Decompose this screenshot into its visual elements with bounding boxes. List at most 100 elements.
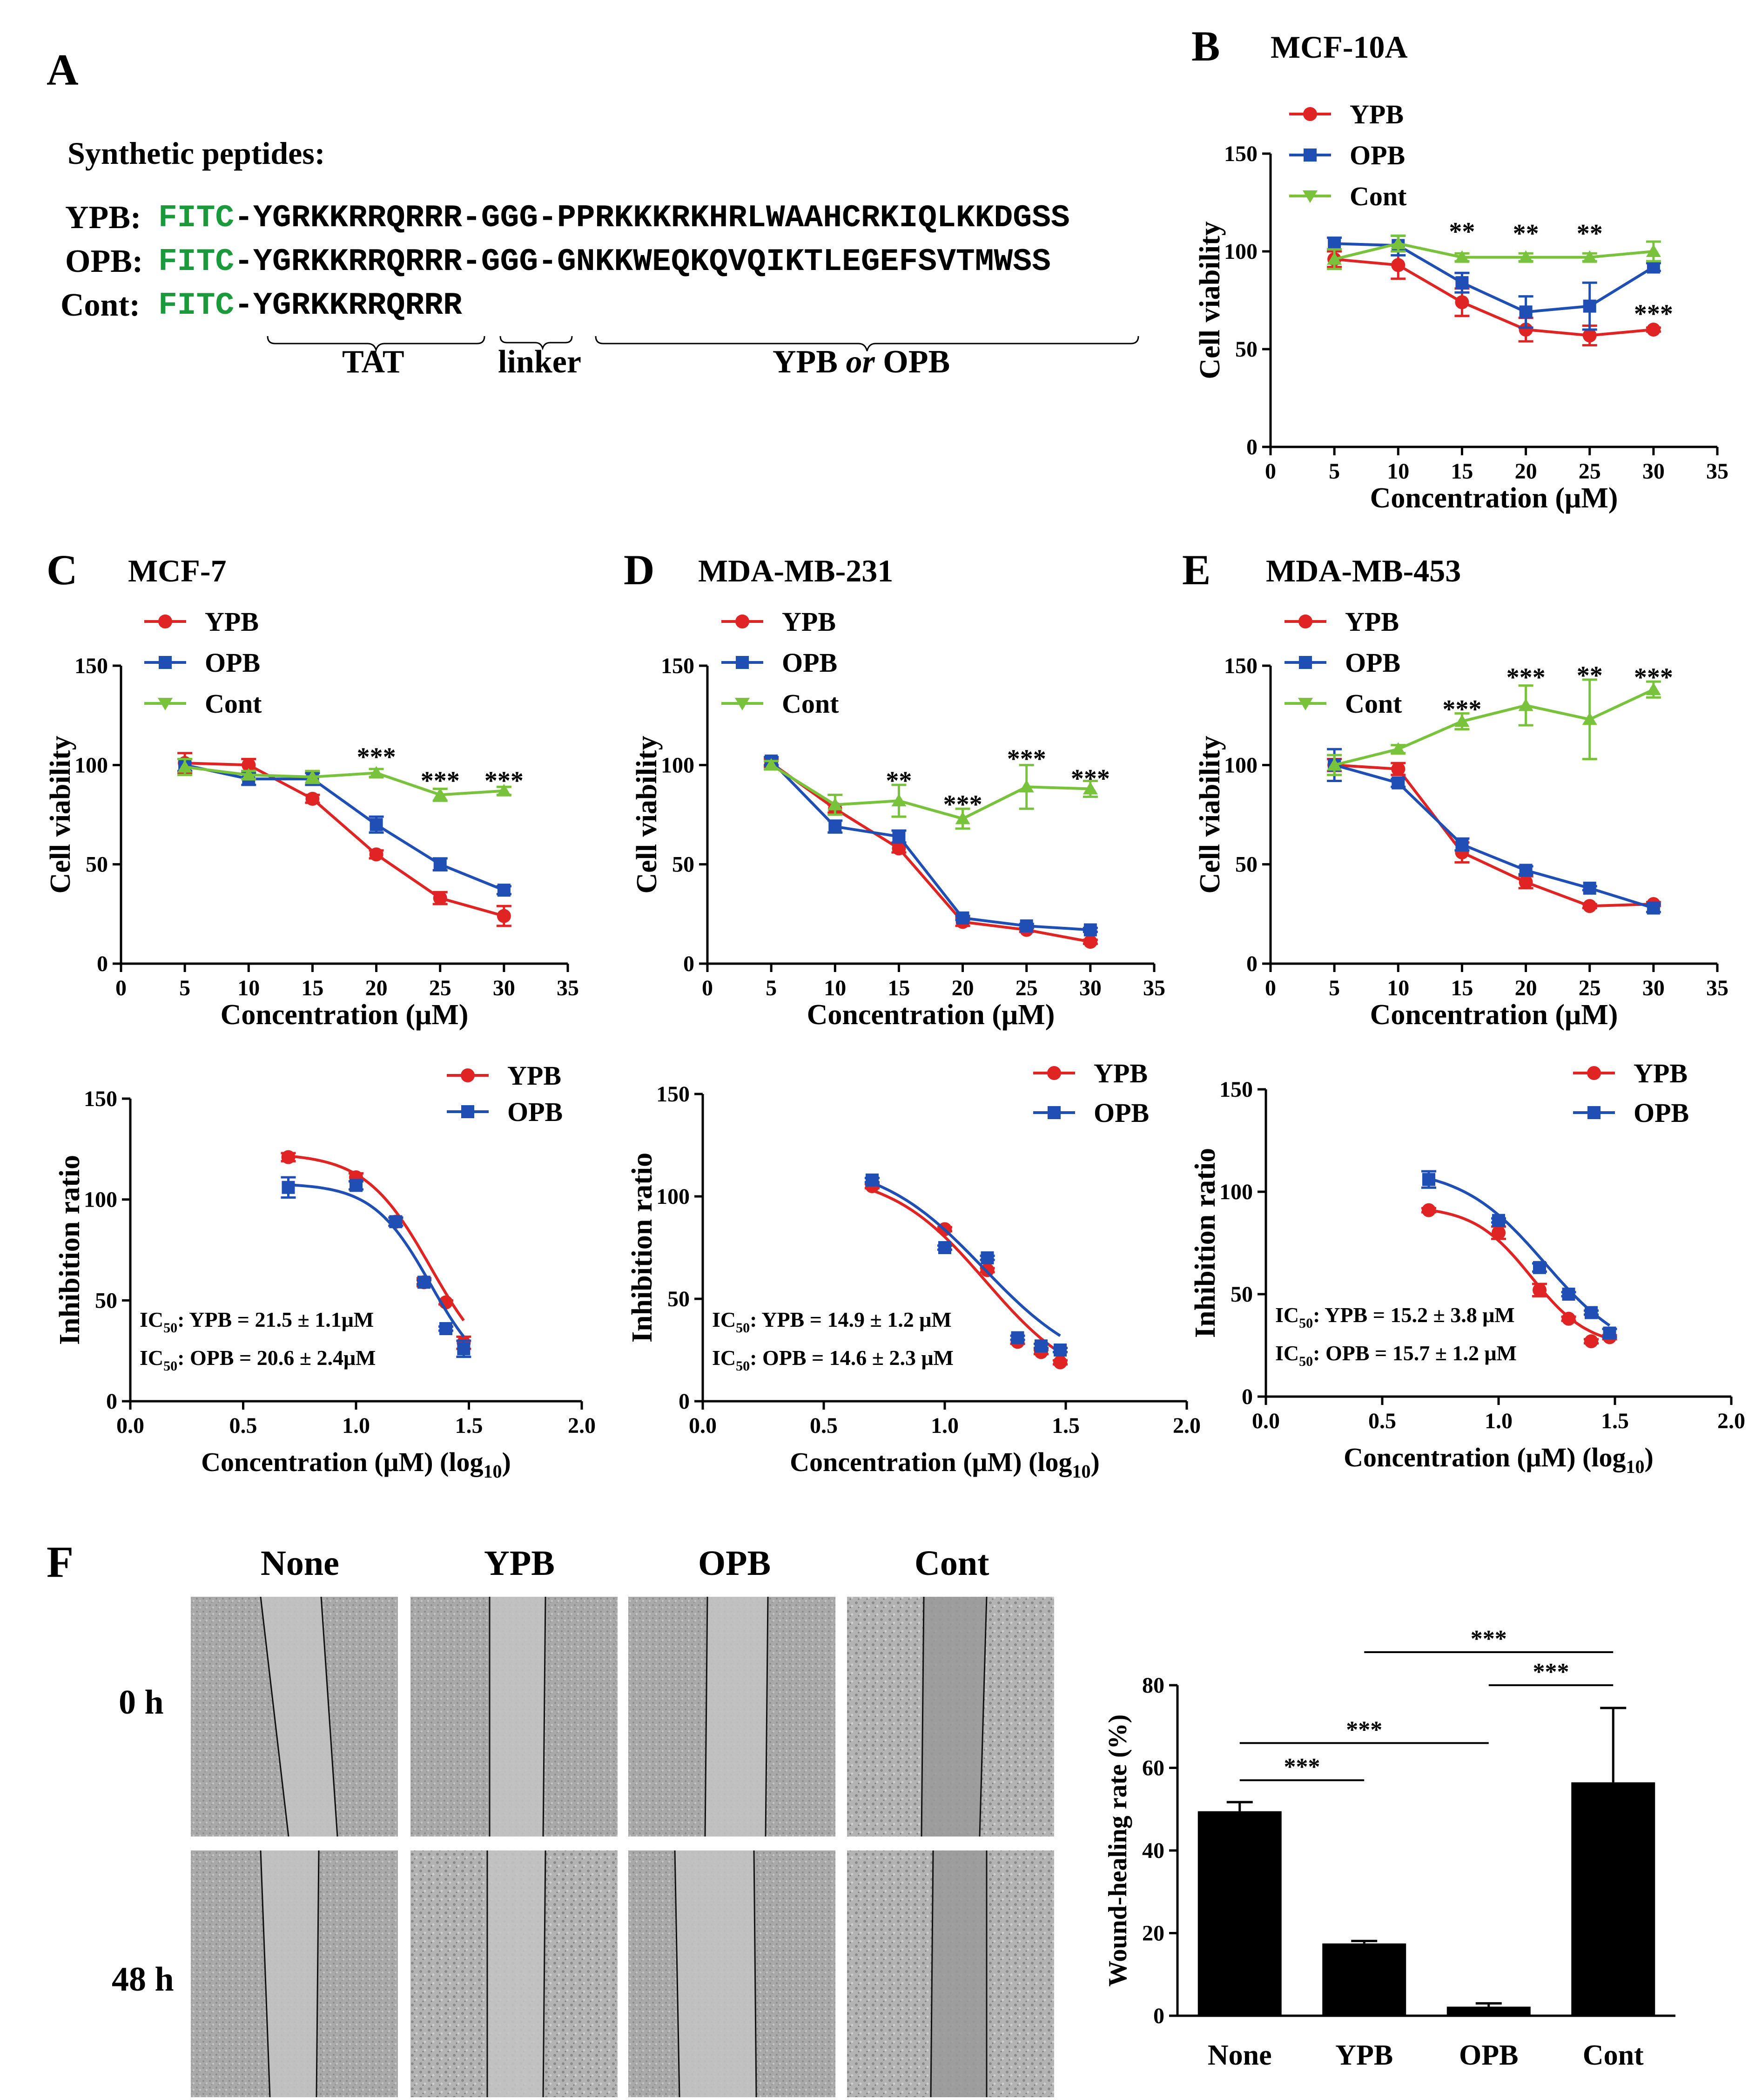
col-label-none: None (261, 1544, 339, 1583)
opb-marker (1519, 305, 1533, 319)
significance-stars: *** (1007, 745, 1046, 774)
chart-E: 0 50 100 150 0 5 10 15 20 25 30 35 Cell viability Con… (1182, 546, 1728, 1031)
x-axis-label: Concentration (μM) (1370, 999, 1618, 1031)
x-tick-label: 5 (179, 976, 190, 1000)
fit-curve (871, 1189, 1061, 1354)
ypb-marker (1533, 1283, 1547, 1297)
cont-marker (764, 758, 779, 771)
legend-label: YPB (1094, 1058, 1148, 1088)
x-axis-label: Concentration (μM) (log10) (201, 1447, 511, 1482)
opb-marker (1328, 237, 1341, 250)
fit-curve (871, 1182, 1061, 1337)
cont-marker (496, 783, 511, 797)
x-axis-label-sub: 10 (1626, 1456, 1644, 1477)
cont-marker (1518, 698, 1533, 711)
series-opb (1421, 1170, 1617, 1340)
y-axis-label: Cell viability (1194, 221, 1226, 379)
legend-label: OPB (1634, 1098, 1689, 1128)
row-label-0h: 0 h (119, 1683, 164, 1722)
wound-edge-line (542, 1596, 546, 1837)
y-tick-label: 150 (656, 1082, 690, 1107)
legend-label: OPB (1345, 648, 1400, 678)
wound-gap (490, 1597, 545, 1837)
significance-stars: *** (1634, 299, 1673, 328)
legend-label: YPB (1634, 1058, 1688, 1088)
tat-brace (267, 336, 485, 353)
opb-marker (1011, 1331, 1024, 1344)
y-tick-label: 0 (683, 952, 694, 976)
row-label-48h: 48 h (112, 1960, 174, 1999)
opb-marker (282, 1181, 295, 1194)
ic50-sub: 50 (736, 1358, 750, 1374)
chart-title: MDA-MB-453 (1266, 553, 1461, 588)
significance-stars: *** (1471, 1626, 1507, 1652)
sequence-text: -YGRKKRRQRRR-GGG-GNKKWEQKQVQIKTLEGEFSVTM… (234, 244, 1051, 280)
significance-stars: *** (357, 743, 396, 771)
legend-label: Cont (1345, 689, 1402, 719)
series-cont (764, 758, 1098, 830)
ic50-value: : YPB = 14.9 ± 1.2 μM (750, 1308, 952, 1331)
series-opb (865, 1173, 1068, 1357)
x-tick-label: 15 (301, 976, 323, 1000)
y-tick-label: 50 (86, 852, 108, 877)
x-tick-label: 10 (237, 976, 260, 1000)
cont-marker (177, 760, 193, 773)
x-tick-label: 0.5 (1368, 1409, 1396, 1433)
x-tick-label: 0 (702, 976, 713, 1000)
chart-C: 0 50 100 150 0 5 10 15 20 25 30 35 Cell viability Con… (45, 546, 579, 1031)
ypb-marker (1646, 323, 1661, 337)
x-tick-label: 0 (1265, 976, 1276, 1000)
legend-label: OPB (1094, 1098, 1149, 1128)
ypb-marker (281, 1150, 296, 1164)
chart-B: 0 50 100 150 0 5 10 15 20 25 30 35 Cell viability Con… (1191, 22, 1728, 514)
x-tick-label: 5 (1329, 459, 1340, 484)
ic50-label: IC50: YPB = 15.2 ± 3.8 μM (1275, 1303, 1515, 1331)
x-tick-label: 1.5 (455, 1413, 483, 1438)
opb-marker (159, 656, 172, 669)
wound-gap (675, 1850, 756, 2097)
ic50-value: : OPB = 15.7 ± 1.2 μM (1313, 1341, 1517, 1365)
x-tick-label: 20 (1515, 976, 1537, 1000)
x-tick-label: 20 (952, 976, 974, 1000)
series-ypb (764, 756, 1098, 949)
ypb-marker (1455, 295, 1469, 310)
series-line (1334, 688, 1654, 767)
bar (1197, 1811, 1282, 2016)
fitc-tag: FITC (158, 288, 235, 324)
ypb-sequence: FITC-YGRKKRRQRRR-GGG-PPRKKKRKHRLWAAHCRKI… (158, 200, 1070, 236)
x-tick-label: 5 (1329, 976, 1340, 1000)
wound-edge-line (542, 1850, 546, 2098)
wound-edge-line (921, 1596, 925, 1837)
series-ypb (1327, 758, 1661, 913)
ypb-row-label: YPB: (65, 200, 141, 236)
y-tick-label: 50 (1235, 852, 1258, 877)
x-tick-label: 0.0 (1252, 1409, 1280, 1433)
ic50-sub: 50 (1299, 1316, 1313, 1331)
y-tick-label: 100 (661, 753, 694, 777)
wound-gap (261, 1850, 319, 2097)
y-tick-label: 150 (84, 1087, 117, 1111)
cont-sequence: FITC-YGRKKRRQRRR (158, 288, 462, 324)
x-tick-label: 2.0 (1717, 1409, 1745, 1433)
y-tick-label: 100 (1224, 239, 1258, 264)
series-line (184, 763, 504, 891)
legend-label: Cont (782, 689, 839, 719)
y-tick-label: 100 (74, 753, 108, 777)
ypb-marker (1391, 762, 1406, 776)
legend-label: YPB (1350, 99, 1404, 129)
opb-marker (1304, 149, 1317, 162)
opb-marker (938, 1241, 951, 1254)
series-line (1334, 763, 1654, 910)
ypb-marker (1391, 258, 1406, 272)
significance-stars: *** (1071, 764, 1110, 793)
opb-marker (1034, 1339, 1048, 1353)
x-tick-label: 15 (888, 976, 910, 1000)
ic50-value: : OPB = 14.6 ± 2.3 μM (750, 1346, 954, 1370)
y-tick-label: 150 (1224, 654, 1258, 678)
ypb-marker (1582, 328, 1597, 343)
x-tick-label: 35 (1706, 459, 1728, 484)
y-tick-label: 0 (679, 1389, 690, 1414)
peptides-heading: Synthetic peptides: (67, 135, 325, 171)
significance-stars: *** (1346, 1716, 1382, 1743)
